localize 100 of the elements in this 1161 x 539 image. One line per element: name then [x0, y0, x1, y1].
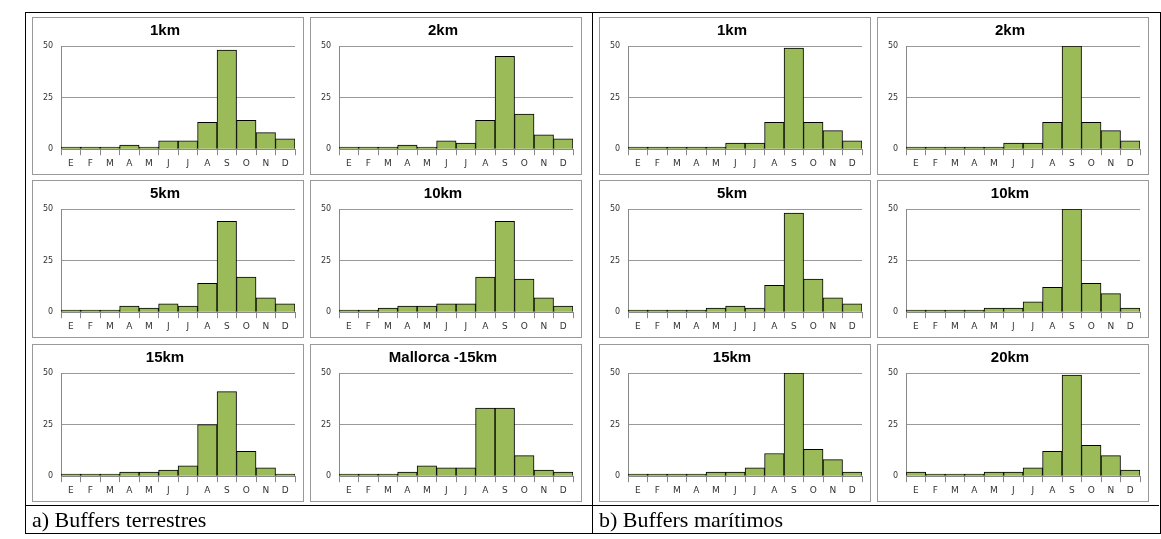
x-tick-label: E — [913, 484, 920, 495]
y-tick-label: 0 — [326, 307, 332, 317]
x-tick-label: D — [281, 321, 289, 332]
x-tick-label: M — [673, 321, 681, 332]
x-tick-label: E — [913, 157, 920, 168]
x-tick-label: N — [540, 157, 548, 168]
x-tick-label: A — [693, 484, 701, 495]
x-tick-label: F — [87, 157, 93, 168]
x-tick-label: J — [1011, 321, 1015, 332]
x-tick-label: O — [520, 157, 528, 168]
x-tick-label: J — [752, 484, 757, 495]
x-tick-label: A — [1049, 321, 1057, 332]
x-tick-label: D — [1126, 157, 1134, 168]
x-tick-label: S — [501, 484, 508, 495]
x-tick-label: M — [951, 321, 959, 332]
x-tick-label: J — [752, 321, 757, 332]
x-tick-label: J — [185, 484, 190, 495]
chart-title: 2km — [994, 21, 1026, 39]
x-tick-label: M — [951, 157, 959, 168]
x-tick-label: F — [654, 321, 660, 332]
chart-title: 5km — [716, 184, 748, 202]
x-tick-label: M — [673, 157, 681, 168]
x-tick-label: A — [1049, 484, 1057, 495]
chart-title: 1km — [149, 21, 181, 39]
x-tick-label: M — [711, 157, 720, 168]
x-tick-label: M — [106, 157, 114, 168]
x-tick-label: E — [346, 157, 353, 168]
x-tick-label: S — [790, 321, 797, 332]
chart-title: 2km — [427, 21, 459, 39]
y-tick-label: 25 — [42, 92, 54, 102]
y-tick-label: 25 — [609, 92, 621, 102]
y-tick-label: 0 — [48, 470, 54, 480]
x-tick-label: N — [262, 157, 270, 168]
x-tick-label: J — [444, 321, 448, 332]
x-tick-label: F — [87, 484, 93, 495]
x-tick-label: D — [281, 157, 289, 168]
y-tick-label: 25 — [320, 256, 332, 266]
x-tick-label: M — [989, 157, 998, 168]
y-tick-label: 50 — [42, 204, 54, 214]
x-tick-label: A — [404, 484, 412, 495]
y-tick-label: 25 — [42, 419, 54, 429]
x-tick-label: N — [1107, 321, 1115, 332]
y-tick-label: 50 — [609, 41, 621, 51]
chart-title: Mallorca -15km — [388, 347, 498, 365]
x-tick-label: E — [346, 484, 353, 495]
x-tick-label: M — [989, 321, 998, 332]
x-tick-label: M — [951, 484, 959, 495]
x-tick-label: O — [1087, 321, 1095, 332]
y-tick-label: 50 — [887, 41, 899, 51]
x-tick-label: F — [365, 321, 371, 332]
x-tick-label: O — [1087, 157, 1095, 168]
x-tick-label: J — [733, 157, 737, 168]
x-tick-label: S — [223, 484, 230, 495]
x-tick-label: M — [711, 484, 720, 495]
x-tick-label: E — [635, 321, 642, 332]
y-tick-label: 0 — [48, 144, 54, 154]
x-tick-label: J — [1030, 484, 1035, 495]
x-tick-label: J — [166, 157, 170, 168]
x-tick-label: A — [404, 157, 412, 168]
y-tick-label: 50 — [320, 204, 332, 214]
x-tick-label: O — [520, 321, 528, 332]
x-tick-label: M — [106, 321, 114, 332]
x-tick-label: J — [463, 157, 468, 168]
x-tick-label: F — [365, 157, 371, 168]
x-tick-label: M — [422, 157, 431, 168]
x-tick-label: D — [848, 157, 856, 168]
y-tick-label: 50 — [887, 367, 899, 377]
x-tick-label: A — [204, 484, 212, 495]
x-tick-label: S — [790, 157, 797, 168]
x-tick-label: N — [829, 321, 837, 332]
x-tick-label: A — [971, 484, 979, 495]
x-tick-label: M — [144, 321, 153, 332]
y-tick-label: 50 — [609, 204, 621, 214]
x-tick-label: O — [242, 157, 250, 168]
y-tick-label: 0 — [615, 144, 621, 154]
x-tick-label: N — [1107, 157, 1115, 168]
x-tick-label: J — [444, 484, 448, 495]
y-tick-label: 0 — [326, 470, 332, 480]
x-tick-label: J — [185, 157, 190, 168]
x-tick-label: S — [1068, 321, 1075, 332]
x-tick-label: M — [384, 484, 392, 495]
x-tick-label: E — [913, 321, 920, 332]
chart-title: 20km — [990, 347, 1030, 365]
y-tick-label: 25 — [887, 256, 899, 266]
chart-title: 1km — [716, 21, 748, 39]
x-tick-label: M — [422, 484, 431, 495]
x-tick-label: M — [106, 484, 114, 495]
x-tick-label: S — [1068, 484, 1075, 495]
y-tick-label: 25 — [320, 419, 332, 429]
x-tick-label: D — [1126, 484, 1134, 495]
x-tick-label: A — [126, 484, 134, 495]
x-tick-label: A — [771, 321, 779, 332]
x-tick-label: S — [501, 157, 508, 168]
x-tick-label: A — [482, 321, 490, 332]
x-tick-label: M — [989, 484, 998, 495]
x-tick-label: F — [932, 157, 938, 168]
x-tick-label: N — [829, 484, 837, 495]
x-tick-label: E — [635, 157, 642, 168]
x-tick-label: J — [1011, 484, 1015, 495]
x-tick-label: D — [559, 157, 567, 168]
